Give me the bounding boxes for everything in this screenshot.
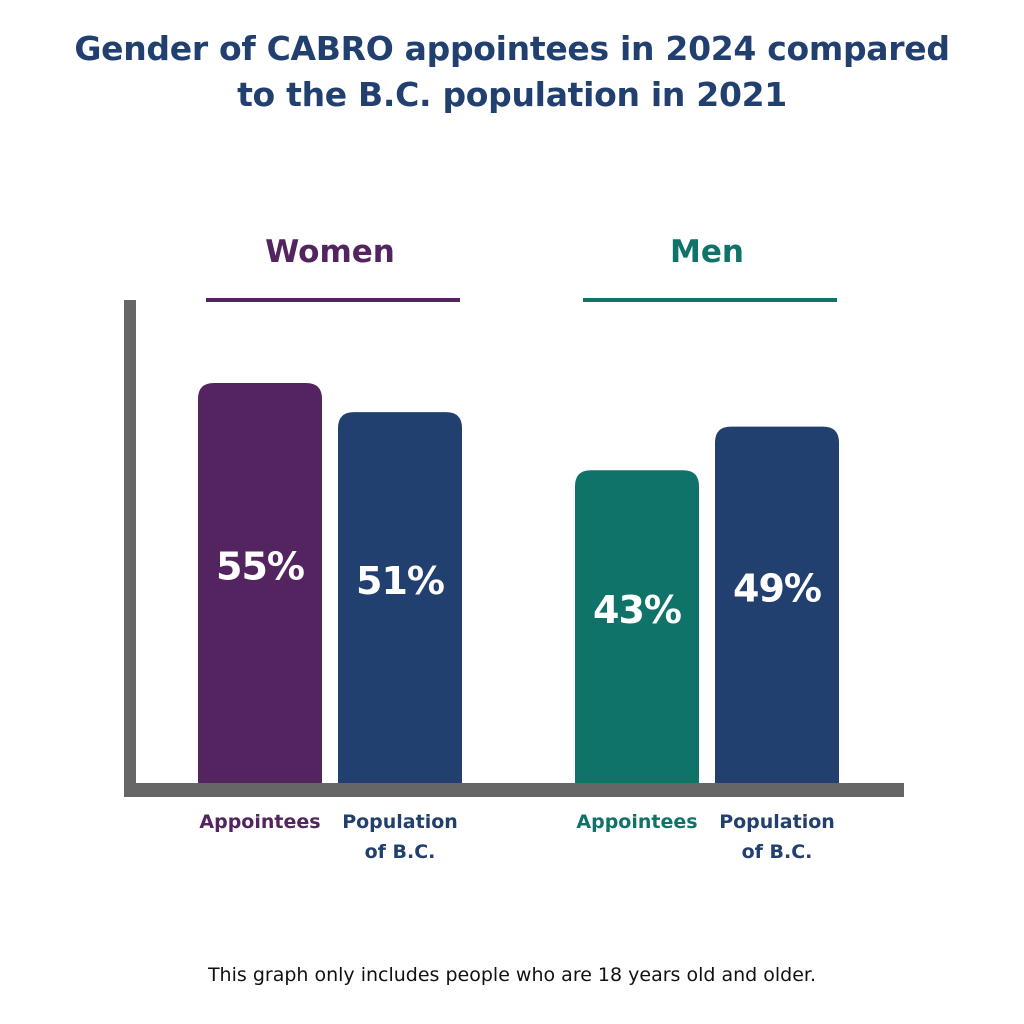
category-label-men-population-line-2: of B.C.: [742, 841, 813, 863]
data-label-men-population: 49%: [733, 566, 821, 610]
category-label-men-population-line-1: Population: [719, 811, 835, 833]
chart-title: Gender of CABRO appointees in 2024 compa…: [0, 26, 1024, 118]
data-label-men-appointees: 43%: [593, 588, 681, 632]
category-label-men-appointees: Appointees: [576, 811, 697, 833]
group-label-men: Men: [670, 234, 744, 270]
group-underline-men: [583, 298, 837, 302]
category-label-women-population-line-1: Population: [342, 811, 458, 833]
category-label-women-appointees: Appointees: [199, 811, 320, 833]
bar-women-population: [338, 412, 462, 783]
group-underline-women: [206, 298, 460, 302]
category-label-women-population-line-2: of B.C.: [365, 841, 436, 863]
chart-title-line-1: Gender of CABRO appointees in 2024 compa…: [74, 29, 950, 68]
x-axis: [124, 783, 904, 797]
bar-women-appointees: [198, 383, 322, 783]
group-label-women: Women: [265, 234, 395, 270]
data-label-women-appointees: 55%: [216, 545, 304, 589]
data-label-women-population: 51%: [356, 559, 444, 603]
y-axis: [124, 300, 136, 797]
chart-title-line-2: to the B.C. population in 2021: [237, 75, 787, 114]
bar-men-appointees: [575, 470, 699, 783]
footnote: This graph only includes people who are …: [207, 964, 817, 986]
bar-men-population: [715, 426, 839, 783]
